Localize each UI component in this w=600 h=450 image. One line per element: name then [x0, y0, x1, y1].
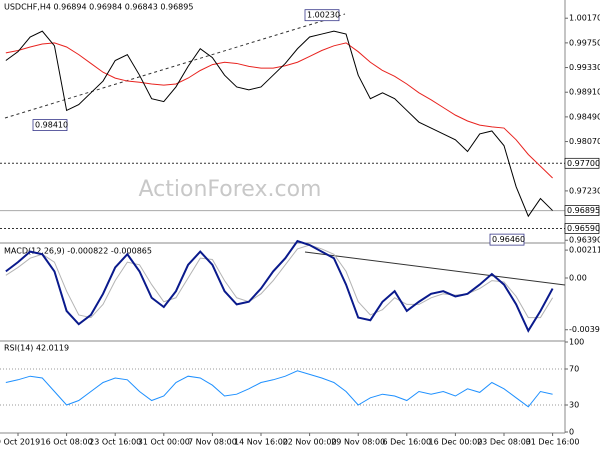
x-tick-label: 14 Nov 16:00 [234, 438, 288, 447]
y-tick-label: 100 [569, 338, 584, 347]
y-tick-label: 0.98910 [569, 88, 600, 97]
annotation-label: 1.00230 [307, 11, 340, 20]
x-tick-label: 29 Nov 08:00 [331, 438, 385, 447]
annotation-label: 0.98410 [35, 121, 68, 130]
y-tick-label: 0.96390 [569, 236, 600, 245]
price-level-label: 0.96895 [567, 206, 600, 215]
annotation-label: 0.96460 [492, 235, 525, 244]
price-level-label: 0.97700 [567, 159, 600, 168]
watermark: ActionForex.com [139, 177, 322, 202]
y-tick-label: 0.99750 [569, 38, 600, 47]
annotation-box [32, 119, 68, 131]
series-line [5, 239, 554, 333]
x-tick-label: 16 Dec 00:00 [428, 438, 482, 447]
series-line [5, 42, 553, 179]
price-level-box [564, 157, 600, 169]
x-tick-label: 31 Oct 00:00 [138, 438, 190, 447]
y-tick-label: 0.98490 [569, 112, 600, 121]
annotation-box [489, 233, 525, 246]
x-tick-label: 23 Dec 08:00 [477, 438, 531, 447]
y-tick-label: 0.99330 [569, 63, 600, 72]
y-tick-label: 0.98070 [569, 137, 600, 146]
panel-title: USDCHF,H4 0.96894 0.96984 0.96843 0.9689… [4, 3, 193, 12]
x-tick-label: 31 Dec 16:00 [526, 438, 580, 447]
x-tick-label: 16 Oct 08:00 [41, 438, 93, 447]
y-tick-label: -0.003922 [569, 325, 600, 334]
series-line [5, 370, 553, 408]
y-tick-label: 0.97230 [569, 186, 600, 195]
macd-trend-line [304, 251, 566, 286]
y-tick-label: 1.00170 [569, 14, 600, 23]
y-tick-label: 0.002113 [569, 246, 600, 255]
x-tick-label: 23 Oct 16:00 [89, 438, 141, 447]
x-tick-label: 6 Dec 16:00 [382, 438, 431, 447]
panel-title: RSI(14) 42.0119 [4, 344, 69, 353]
annotation-box [304, 9, 340, 22]
price-level-label: 0.96590 [567, 224, 600, 233]
panel-title: MACD(12,26,9) -0.000822 -0.000865 [4, 247, 152, 256]
series-line [5, 30, 553, 218]
y-tick-label: 0 [569, 428, 574, 437]
x-tick-label: 7 Nov 08:00 [188, 438, 237, 447]
x-tick-label: 9 Oct 2019 [0, 438, 40, 447]
y-tick-label: 70 [569, 365, 579, 374]
x-tick-label: 22 Nov 00:00 [283, 438, 337, 447]
y-tick-label: 30 [569, 401, 579, 410]
price-level-box [564, 205, 600, 216]
trend-line [4, 13, 346, 119]
y-tick-label: 0.00 [569, 273, 587, 282]
price-level-box [564, 223, 600, 234]
